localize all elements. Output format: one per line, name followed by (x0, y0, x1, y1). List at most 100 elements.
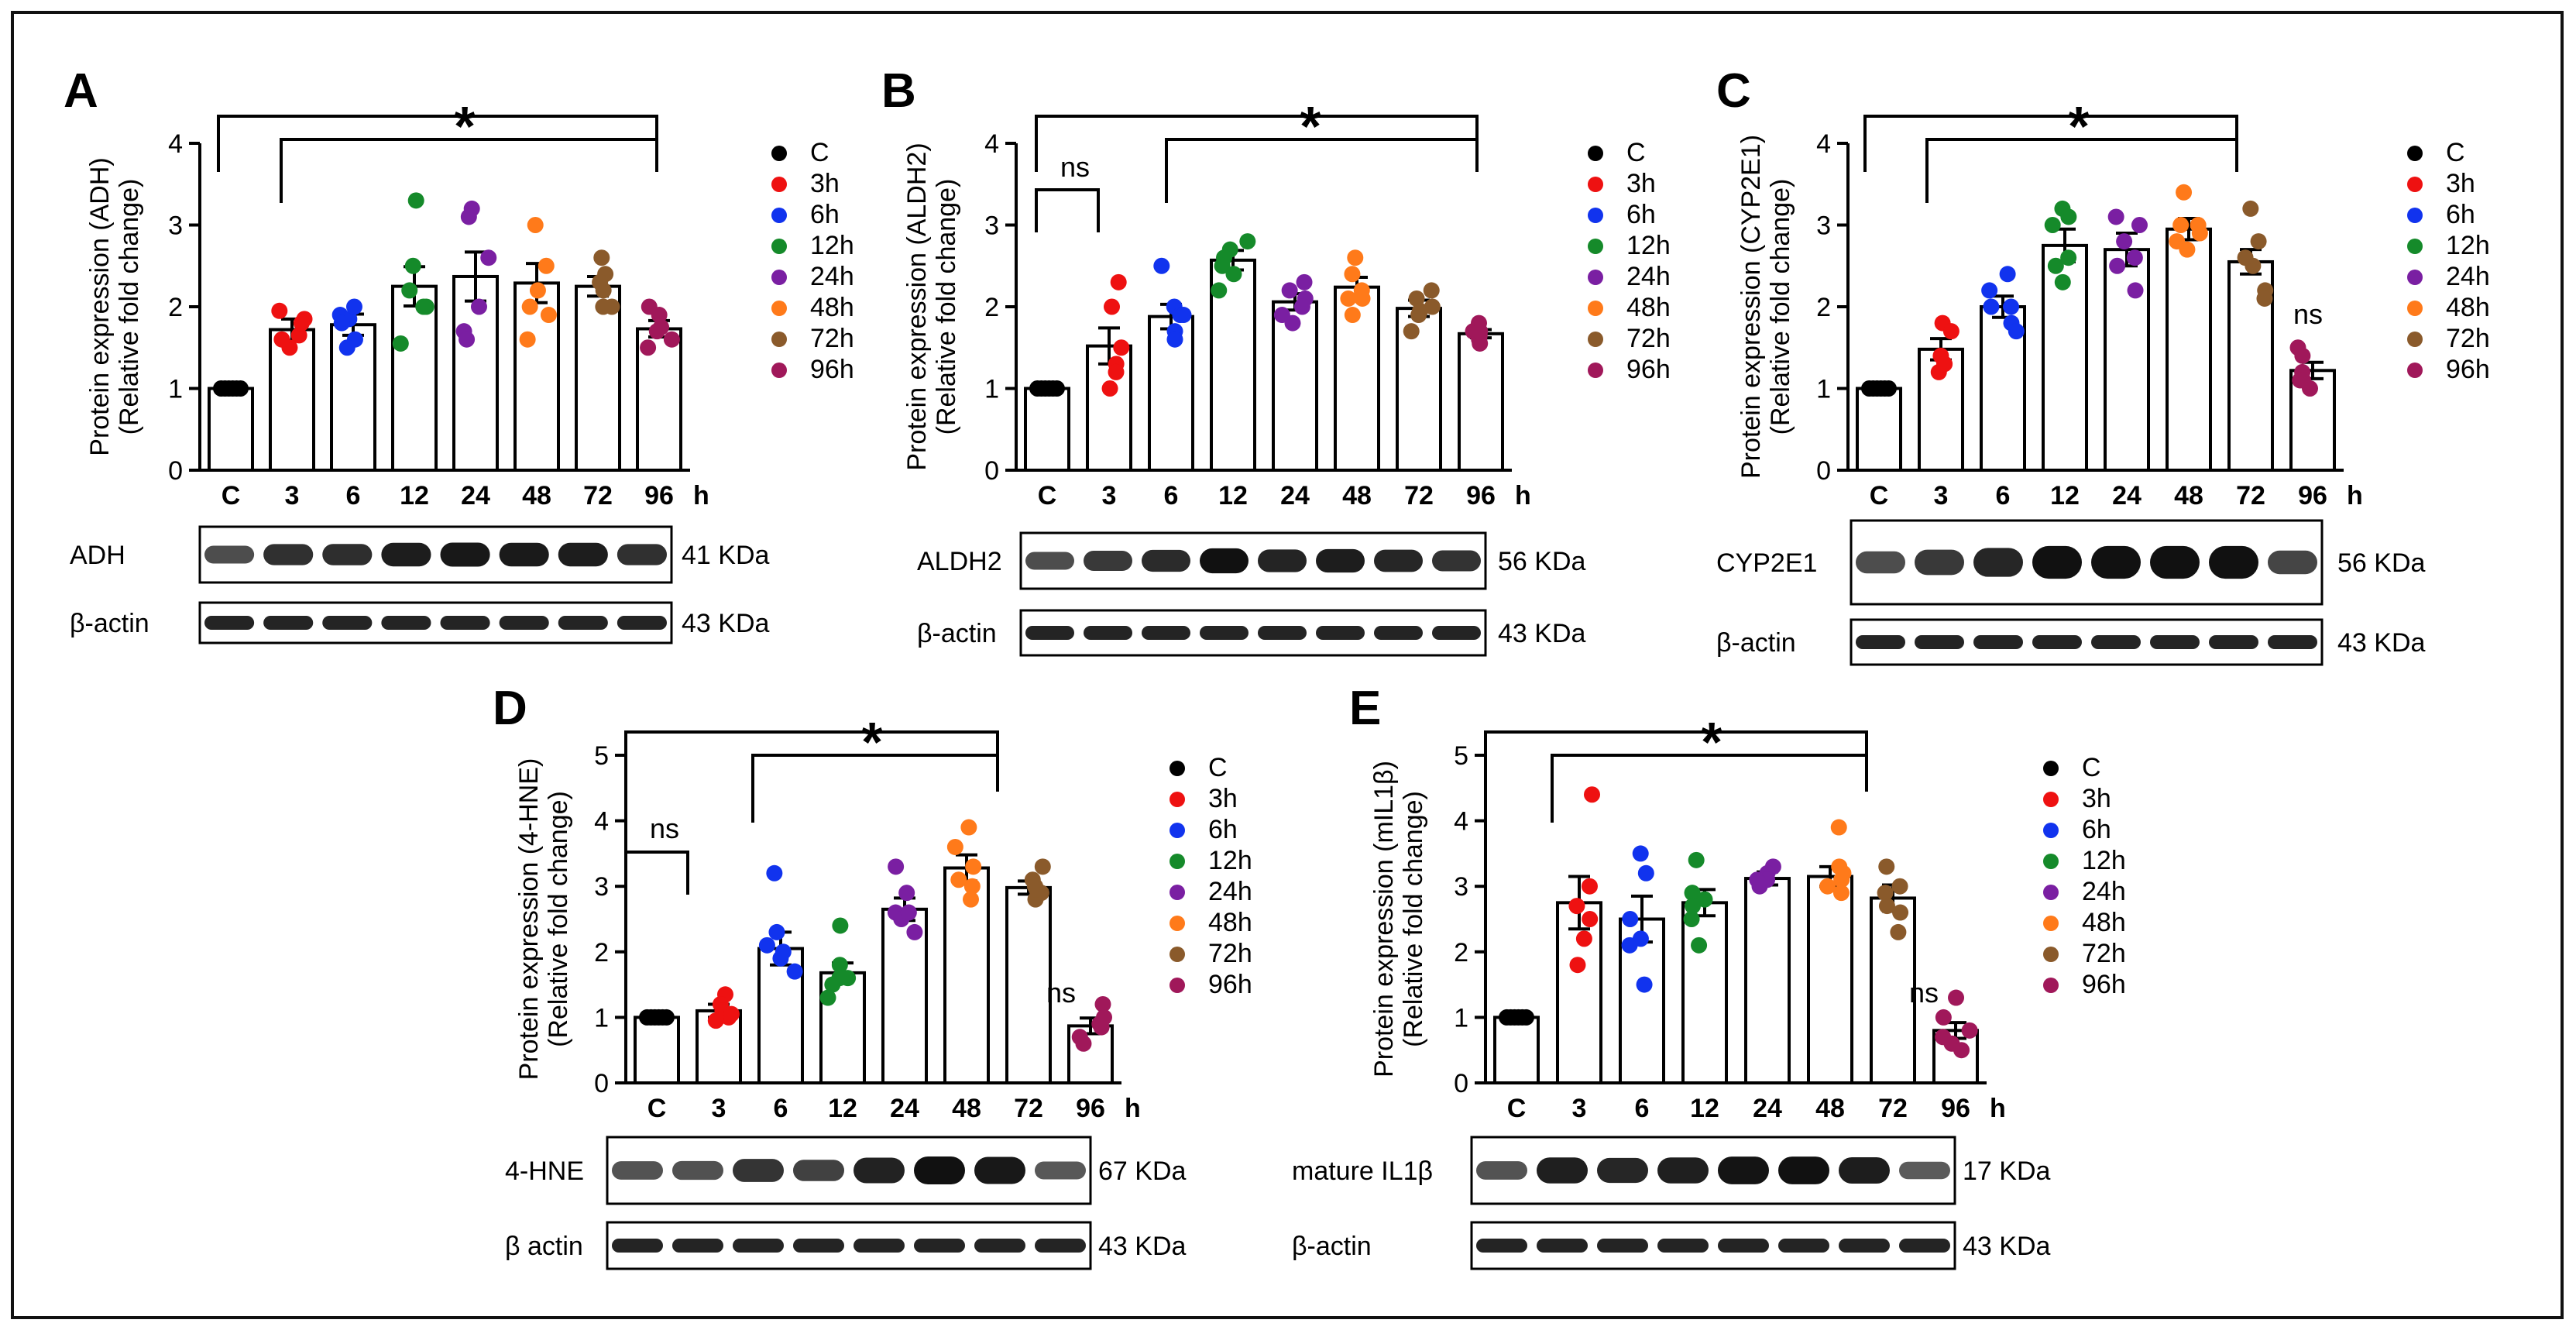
loading-band (263, 616, 314, 630)
data-point (1281, 282, 1298, 299)
data-point (1411, 302, 1428, 319)
legend-label: 12h (1208, 846, 1252, 875)
legend-marker (1170, 947, 1185, 962)
data-point (333, 314, 350, 332)
y-tick-label: 4 (984, 129, 999, 159)
data-point (521, 298, 538, 315)
legend-label: 6h (2446, 200, 2475, 229)
blot-loading-label: β-actin (1292, 1232, 1372, 1261)
data-point (888, 858, 905, 875)
legend-label: 24h (2446, 262, 2490, 291)
ns-bracket (624, 851, 689, 895)
x-tick-label: 12 (1690, 1094, 1719, 1123)
significance-bracket-inner (751, 754, 998, 823)
blot-band (1839, 1157, 1890, 1184)
y-axis-label-line2: (Relative fold change) (1766, 179, 1795, 435)
blot-band (1915, 549, 1964, 576)
x-axis-unit: h (693, 481, 709, 510)
x-tick-label: 6 (1996, 481, 2011, 510)
loading-band (1432, 626, 1481, 640)
blot-band (1200, 548, 1249, 574)
x-tick-label: 6 (346, 481, 361, 510)
x-tick-label: 72 (583, 481, 613, 510)
legend-marker (2407, 270, 2423, 285)
legend-label: 72h (1626, 324, 1671, 353)
data-point (1935, 1029, 1952, 1046)
blot-band (1476, 1161, 1527, 1180)
blot-band (2091, 545, 2141, 579)
loading-band (1200, 626, 1249, 640)
blot-band (612, 1161, 663, 1180)
data-point (1877, 885, 1894, 902)
data-point (1751, 875, 1768, 892)
blot-band (558, 542, 608, 567)
loading-band (1597, 1239, 1648, 1253)
data-point (1935, 356, 1953, 373)
data-point (1948, 989, 1965, 1006)
data-point (1166, 331, 1183, 348)
y-tick-label: 3 (168, 211, 183, 241)
significance-star: * (454, 96, 476, 158)
y-tick-label: 2 (168, 293, 183, 322)
data-point (595, 298, 612, 315)
blot-loading-label: β-actin (1716, 628, 1796, 658)
blot-loading-kda: 43 KDa (1098, 1232, 1186, 1261)
legend-marker (2407, 239, 2423, 254)
blot-target-kda: 17 KDa (1963, 1156, 2050, 1186)
x-tick-label: 12 (400, 481, 429, 510)
data-point (831, 957, 848, 974)
legend-label: 6h (1626, 200, 1656, 229)
data-point (1890, 923, 1907, 940)
loading-band (2209, 635, 2258, 649)
blot-band (1778, 1156, 1829, 1184)
panel-C: C Protein expression (CYP2E1) (Relative fo… (1716, 64, 2490, 666)
data-point (1108, 363, 1125, 380)
x-tick-label: 96 (1466, 481, 1496, 510)
blot-band (381, 542, 431, 567)
legend-label: 6h (2082, 815, 2111, 844)
ns-label: ns (650, 813, 679, 844)
loading-band (1316, 626, 1365, 640)
y-axis-label-line2: (Relative fold change) (544, 791, 573, 1047)
legend-label: 96h (2446, 355, 2490, 384)
data-point (723, 1005, 740, 1022)
y-tick-label: 3 (594, 872, 609, 902)
y-tick-label: 4 (168, 129, 183, 159)
data-point (1830, 819, 1847, 836)
blot-band (793, 1160, 844, 1181)
data-point (1110, 273, 1127, 290)
legend-label: 24h (1208, 877, 1252, 906)
blot-band (974, 1156, 1025, 1184)
data-point (1684, 885, 1701, 902)
legend-label: C (810, 138, 829, 167)
y-axis-label: Protein expression (4-HNE) (Relative fold… (514, 758, 573, 1081)
significance-star: * (1701, 712, 1722, 774)
data-point (1575, 930, 1592, 947)
loading-band (854, 1239, 905, 1253)
y-axis-label-line2: (Relative fold change) (115, 179, 144, 435)
blot-loading-label: β actin (505, 1232, 583, 1261)
blot-band (733, 1159, 784, 1182)
data-point (404, 257, 421, 274)
data-point (1403, 323, 1420, 340)
legend-marker (2043, 761, 2059, 776)
loading-band (1915, 635, 1964, 649)
ns-label-96h: ns (2293, 298, 2323, 330)
data-point (832, 917, 849, 934)
legend-label: 12h (2446, 231, 2490, 260)
data-point (1049, 380, 1065, 397)
loading-band (733, 1239, 784, 1253)
blot-band (2032, 545, 2082, 579)
x-tick-label: C (222, 481, 241, 510)
x-tick-label: 12 (828, 1094, 857, 1123)
data-point (1214, 257, 1231, 274)
legend-label: C (2446, 138, 2465, 167)
x-tick-label: C (1870, 481, 1889, 510)
y-tick-label: 3 (984, 211, 999, 241)
blot-loading-kda: 43 KDa (682, 609, 769, 638)
data-point (824, 976, 841, 993)
data-point (1408, 290, 1425, 307)
loading-band (1856, 635, 1905, 649)
data-point (2242, 200, 2259, 217)
bar (1681, 901, 1728, 1084)
